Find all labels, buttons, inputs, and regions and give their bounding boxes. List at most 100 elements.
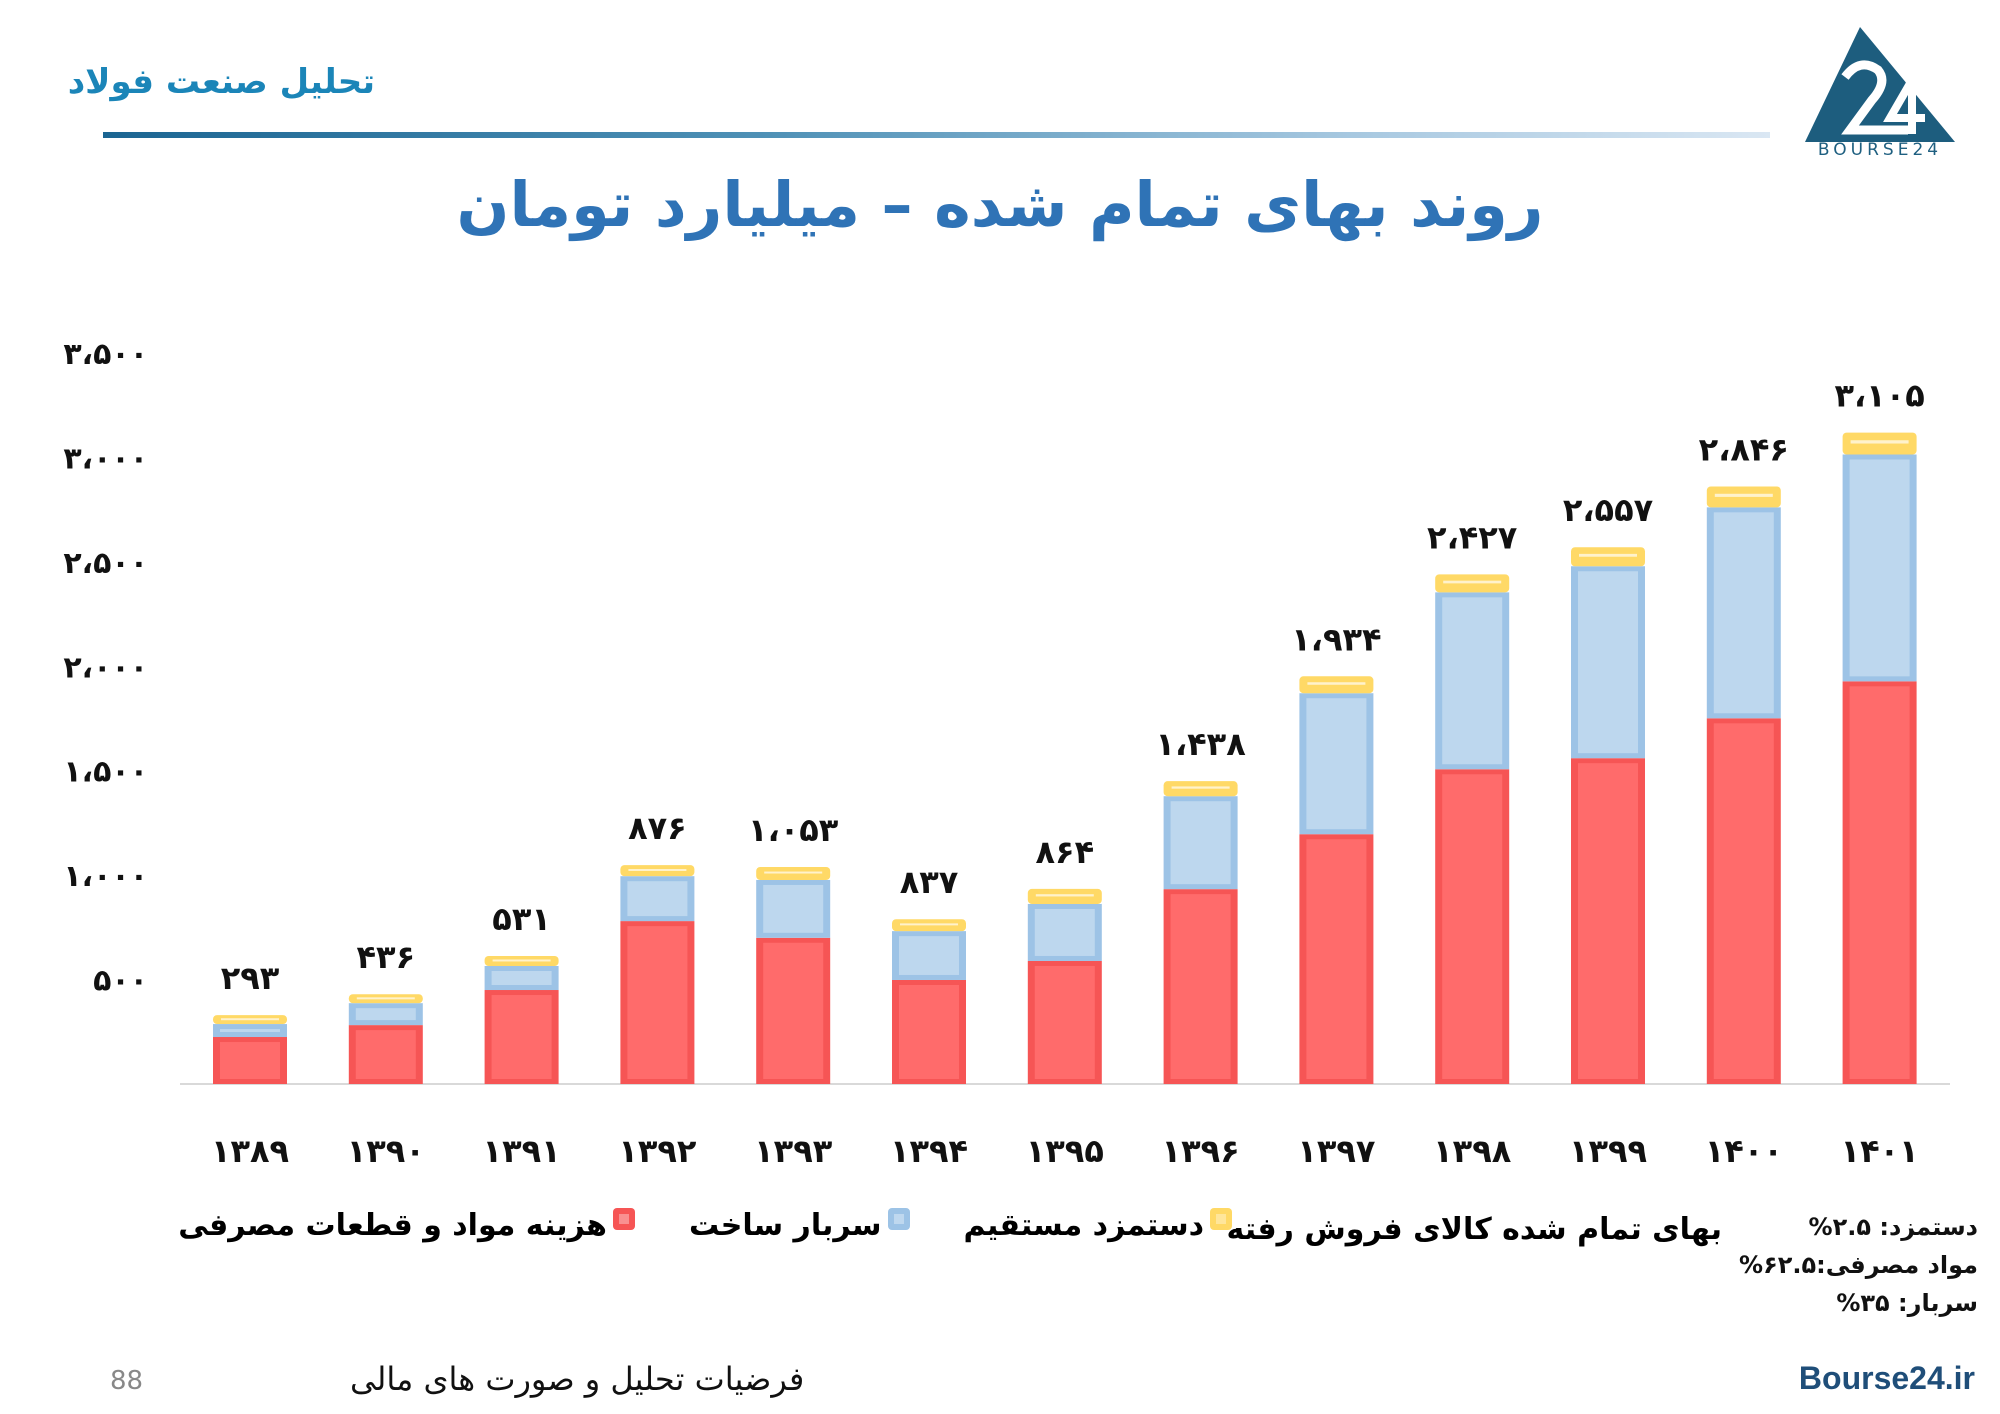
bar-stack (484, 955, 559, 1084)
y-tick-label: ۱،۵۰۰ (63, 755, 148, 790)
bar-segment-inner-materials (1713, 723, 1774, 1079)
bar-segment-highlight (1171, 786, 1230, 789)
y-tick-label: ۲،۰۰۰ (63, 650, 148, 685)
chart-title: روند بهای تمام شده – میلیارد تومان (456, 168, 1544, 241)
legend-label-labor: دستمزد مستقیم (963, 1208, 1204, 1243)
bar-segment-inner-overhead (355, 1008, 416, 1021)
bar-stack (348, 994, 423, 1084)
bar-segment-inner-materials (1442, 774, 1503, 1079)
bar-segment-labor (1706, 486, 1781, 508)
bar-segment-inner-materials (1849, 686, 1910, 1079)
x-tick-label: ۱۳۹۱ (483, 1132, 561, 1170)
bar-total-label: ۸۳۷ (900, 863, 959, 901)
x-tick-label: ۱۳۹۷ (1297, 1132, 1376, 1170)
bar-stack (1706, 486, 1781, 1084)
bar-stack (1163, 781, 1238, 1084)
bar-segment-highlight (1035, 894, 1094, 897)
bar-total-label: ۸۶۴ (1036, 833, 1095, 871)
x-tick-label: ۱۳۹۰ (347, 1132, 425, 1170)
legend-item-materials: هزینه مواد و قطعات مصرفی (178, 1207, 635, 1243)
bar-segment-inner-materials (1170, 894, 1231, 1079)
y-tick-label: ۳،۵۰۰ (63, 337, 148, 372)
bar-segment-inner-overhead (491, 970, 552, 986)
header-divider (103, 132, 1770, 138)
bar-segment-inner-materials (220, 1042, 280, 1079)
bar-stack (1299, 676, 1374, 1084)
y-tick-label: ۵۰۰ (93, 964, 148, 999)
bar-segment-inner-materials (627, 926, 688, 1079)
legend-item-labor: دستمزد مستقیم (963, 1207, 1232, 1243)
x-tick-label: ۱۳۹۸ (1433, 1132, 1512, 1170)
bar-segment-inner-overhead (1713, 512, 1774, 714)
logo-four-glyph (1883, 77, 1925, 134)
bar-segment-highlight (1443, 580, 1502, 584)
y-axis: ۵۰۰ ۱،۰۰۰ ۱،۵۰۰ ۲،۰۰۰ ۲،۵۰۰ ۳،۰۰۰ ۳،۵۰۰ (63, 337, 148, 999)
bar-segment-labor (1842, 432, 1917, 455)
bar-stack (1842, 432, 1917, 1084)
x-tick-label: ۱۴۰۱ (1841, 1132, 1919, 1170)
bar-total-label: ۲،۵۵۷ (1563, 491, 1654, 529)
bar-segment-inner-materials (1034, 965, 1095, 1079)
bar-stack (1571, 547, 1645, 1084)
bar-segment-inner-overhead (1034, 908, 1095, 956)
bar-total-label: ۳،۱۰۵ (1834, 377, 1924, 415)
cost-share-notes: دستمزد: ۲.۵% مواد مصرفی:۶۲.۵% سربار: ۳۵% (1739, 1208, 1978, 1322)
x-tick-label: ۱۳۹۶ (1162, 1132, 1240, 1170)
bar-total-label: ۱،۴۳۸ (1155, 725, 1246, 763)
bar-total-label: ۲۹۳ (221, 959, 280, 997)
bar-segment-highlight (1850, 440, 1909, 444)
bars-group (213, 432, 1917, 1084)
bar-segment-inner-overhead (220, 1029, 280, 1033)
bar-stack (892, 919, 966, 1084)
bar-segment-highlight (492, 959, 551, 962)
bar-total-label: ۵۳۱ (492, 900, 551, 938)
bar-total-label: ۲،۴۲۷ (1427, 518, 1518, 556)
y-tick-label: ۲،۵۰۰ (63, 546, 148, 581)
footer-website-link[interactable]: Bourse24.ir (1798, 1360, 1975, 1396)
bar-segment-highlight (356, 997, 415, 1000)
bar-segment-inner-overhead (1170, 801, 1231, 885)
bar-segment-inner-overhead (763, 884, 824, 933)
note-overhead-share: سربار: ۳۵% (1836, 1289, 1978, 1317)
x-tick-label: ۱۴۰۰ (1705, 1132, 1783, 1170)
bar-segment-inner-overhead (1578, 571, 1638, 754)
legend-label-overhead: سربار ساخت (688, 1208, 882, 1243)
bar-segment-highlight (900, 923, 958, 926)
bar-segment-inner-overhead (1306, 698, 1367, 830)
x-tick-label: ۱۳۹۳ (754, 1132, 833, 1170)
note-materials-share: مواد مصرفی:۶۲.۵% (1739, 1251, 1978, 1279)
legend-swatch-overhead (887, 1207, 910, 1230)
bar-stack (1027, 888, 1102, 1084)
y-tick-label: ۳،۰۰۰ (63, 441, 148, 476)
page-number: 88 (110, 1366, 144, 1396)
legend-label-materials: هزینه مواد و قطعات مصرفی (178, 1208, 607, 1243)
bar-segment-inner-materials (763, 942, 824, 1079)
bar-segment-highlight (1579, 553, 1637, 557)
bar-segment-inner-overhead (627, 881, 688, 917)
brand-title: تحلیل صنعت فولاد (67, 62, 376, 102)
bar-segment-highlight (1714, 493, 1773, 497)
bar-segment-inner-materials (491, 995, 552, 1079)
legend-swatch-materials (612, 1207, 635, 1230)
bar-segment-highlight (1307, 682, 1366, 685)
bar-segment-highlight (628, 868, 687, 871)
legend-item-total-cost: بهای تمام شده کالای فروش رفته (1226, 1212, 1722, 1247)
bar-segment-inner-overhead (899, 936, 959, 975)
legend: هزینه مواد و قطعات مصرفی سربار ساخت دستم… (178, 1207, 1232, 1243)
x-tick-label: ۱۳۹۵ (1026, 1132, 1104, 1170)
footer-section-title: فرضیات تحلیل و صورت های مالی (350, 1360, 805, 1398)
x-tick-label: ۱۳۹۹ (1569, 1132, 1647, 1170)
bar-segment-inner-materials (899, 984, 959, 1079)
bar-segment-highlight (221, 1018, 279, 1021)
x-tick-label: ۱۳۹۴ (890, 1132, 968, 1170)
bar-segment-inner-overhead (1849, 459, 1910, 677)
y-tick-label: ۱،۰۰۰ (63, 859, 148, 894)
bar-total-label: ۲،۸۴۶ (1699, 430, 1789, 468)
bar-total-label: ۸۷۶ (628, 809, 687, 847)
bar-total-label: ۴۳۶ (357, 938, 416, 976)
logo-two-glyph (1841, 60, 1908, 135)
x-tick-label: ۱۳۹۲ (618, 1132, 697, 1170)
value-labels: ۲۹۳ ۴۳۶ ۵۳۱ ۸۷۶ ۱،۰۵۳ ۸۳۷ ۸۶۴ ۱،۴۳۸ ۱،۹۳۴ ۲،۴۲۷ ۲،… (221, 377, 1925, 998)
bar-segment-highlight (764, 871, 823, 874)
